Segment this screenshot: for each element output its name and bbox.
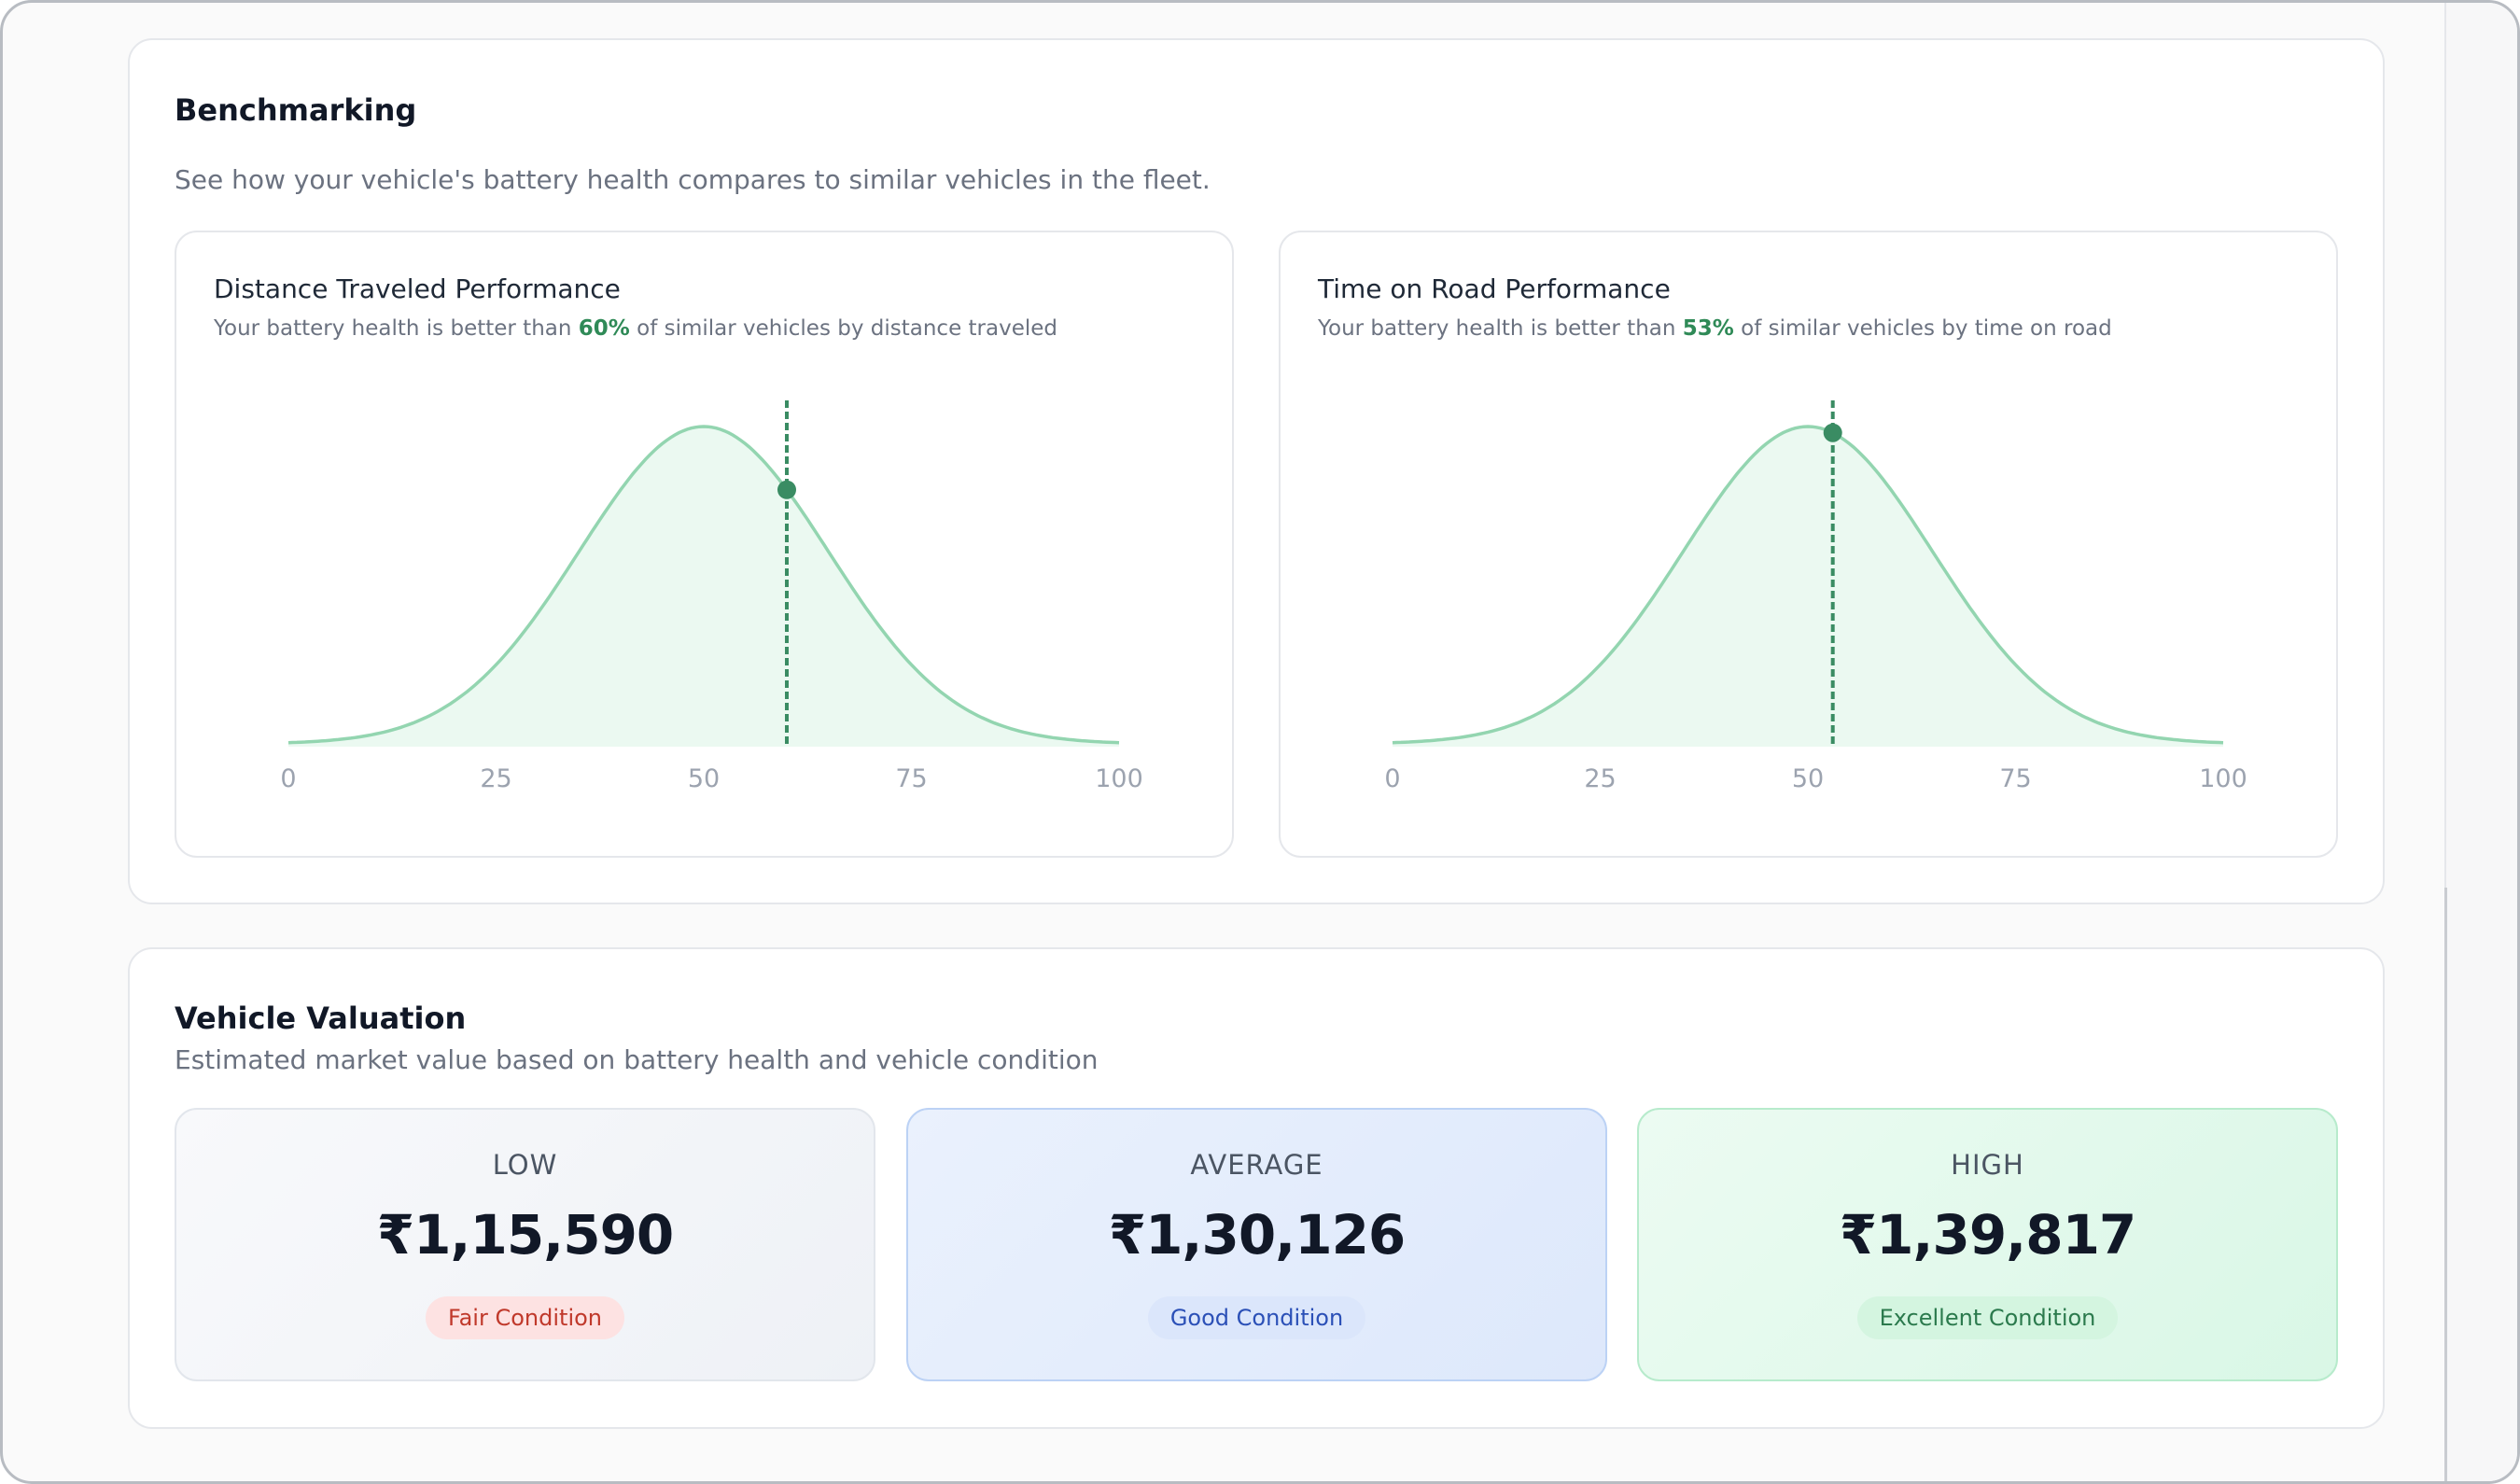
- valuation-price: ₹1,30,126: [1108, 1203, 1407, 1267]
- time-distribution-chart: 0 25 50 75 100: [1384, 400, 2247, 793]
- distribution-area: [1393, 427, 2223, 747]
- scrollbar-thumb[interactable]: [2444, 888, 2447, 1481]
- x-tick-label: 50: [1792, 764, 1824, 793]
- valuation-label: AVERAGE: [1190, 1149, 1323, 1181]
- valuation-label: LOW: [492, 1149, 558, 1181]
- x-tick-label: 100: [1095, 764, 1143, 793]
- x-tick-label: 25: [480, 764, 511, 793]
- time-on-road-chart-card: Time on Road Performance Your battery he…: [1279, 231, 2338, 858]
- x-tick-label: 75: [895, 764, 927, 793]
- benchmarking-subtitle: See how your vehicle's battery health co…: [175, 164, 1211, 195]
- percentile-value: 53%: [1682, 316, 1734, 341]
- percentile-value: 60%: [578, 316, 630, 341]
- distribution-area: [288, 427, 1119, 747]
- condition-badge: Good Condition: [1147, 1296, 1366, 1339]
- chart-title: Distance Traveled Performance: [214, 273, 621, 304]
- benchmarking-title: Benchmarking: [175, 92, 417, 128]
- valuation-low-card: LOW ₹1,15,590 Fair Condition: [175, 1108, 875, 1381]
- distance-chart-card: Distance Traveled Performance Your batte…: [175, 231, 1234, 858]
- condition-badge: Excellent Condition: [1856, 1296, 2119, 1339]
- x-tick-label: 75: [1999, 764, 2031, 793]
- valuation-high-card: HIGH ₹1,39,817 Excellent Condition: [1637, 1108, 2338, 1381]
- x-tick-label: 25: [1584, 764, 1616, 793]
- chart-subtitle: Your battery health is better than 53% o…: [1318, 316, 2112, 341]
- x-tick-label: 50: [688, 764, 720, 793]
- x-tick-label: 0: [1384, 764, 1400, 793]
- valuation-title: Vehicle Valuation: [175, 1001, 467, 1036]
- distance-distribution-chart: 0 25 50 75 100: [280, 400, 1143, 793]
- chart-subtitle: Your battery health is better than 60% o…: [214, 316, 1058, 341]
- valuation-label: HIGH: [1951, 1149, 2024, 1181]
- x-tick-label: 0: [280, 764, 296, 793]
- condition-badge: Fair Condition: [426, 1296, 624, 1339]
- vehicle-marker-dot: [777, 480, 796, 499]
- valuation-average-card: AVERAGE ₹1,30,126 Good Condition: [906, 1108, 1607, 1381]
- valuation-subtitle: Estimated market value based on battery …: [175, 1044, 1099, 1075]
- scrollbar-track[interactable]: [2444, 3, 2517, 1481]
- distribution-curve: [287, 425, 1120, 745]
- vehicle-marker-dot: [1823, 423, 1842, 442]
- valuation-price: ₹1,39,817: [1839, 1203, 2137, 1267]
- chart-title: Time on Road Performance: [1318, 273, 1671, 304]
- distribution-curve: [1392, 425, 2224, 745]
- x-tick-label: 100: [2199, 764, 2247, 793]
- valuation-price: ₹1,15,590: [376, 1203, 675, 1267]
